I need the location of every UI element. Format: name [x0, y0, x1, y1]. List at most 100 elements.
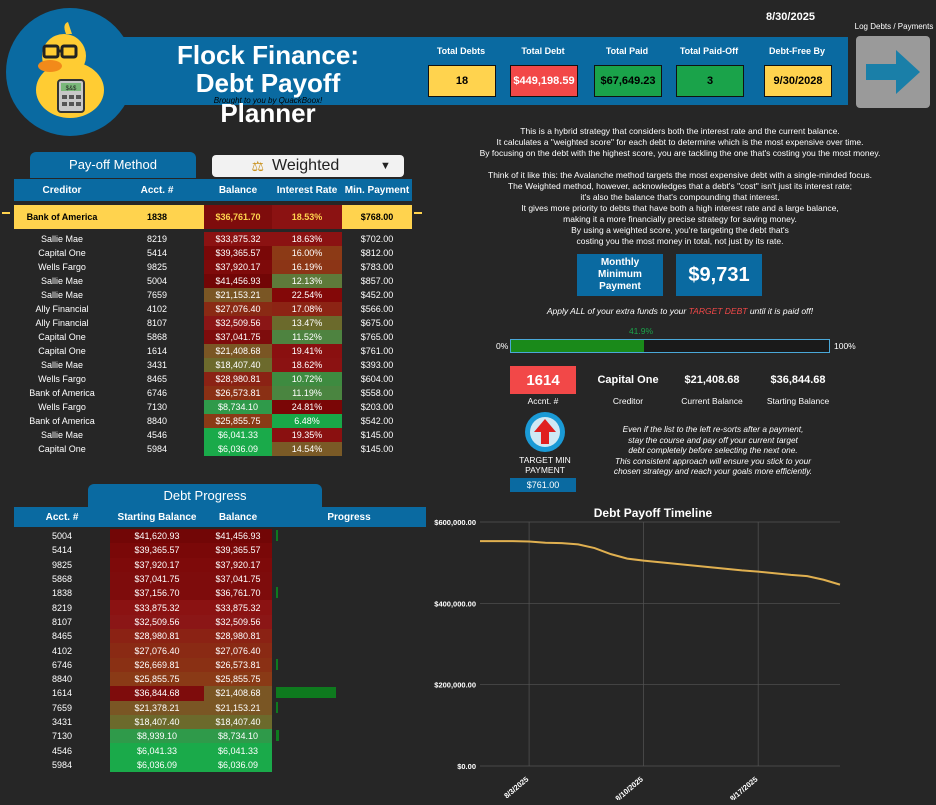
cell-dp-start: $39,365.57 [110, 543, 204, 558]
progress-bar-fill [511, 340, 645, 352]
payoff-table-header: Creditor Acct. # Balance Interest Rate M… [14, 179, 412, 201]
x-tick-label: 8/10/2025 [614, 775, 645, 800]
progress-fill [276, 730, 280, 742]
explanation-line: making it a more financially precise str… [563, 214, 797, 224]
target-current-balance: $21,408.68 [684, 374, 740, 386]
cell-acct: 6746 [146, 388, 168, 398]
cell-balance: $6,036.09 [204, 442, 272, 456]
cell-creditor: Wells Fargo [38, 374, 86, 384]
strategy-explanation-2: Think of it like this: the Avalanche met… [430, 170, 930, 247]
progress-row: 5868 $37,041.75 $37,041.75 [14, 571, 426, 587]
target-acct-label: Accnt. # [527, 396, 559, 406]
cell-rate: 22.54% [272, 288, 342, 302]
method-select[interactable]: ⚖ Weighted ▼ [212, 155, 404, 177]
cell-balance: $32,509.56 [204, 316, 272, 330]
cell-dp-balance: $33,875.32 [204, 600, 272, 615]
app-title-line2: Debt Payoff Planner [195, 68, 341, 128]
progress-row: 4546 $6,041.33 $6,041.33 [14, 743, 426, 758]
debt-row[interactable]: Capital One 5984 $6,036.09 14.54% $145.00 [14, 442, 412, 456]
apply-extra-funds-note: Apply ALL of your extra funds to your TA… [430, 306, 930, 316]
col-dp-progress: Progress [327, 511, 371, 523]
tab-debt-progress[interactable]: Debt Progress [88, 484, 322, 508]
y-tick-label: $400,000.00 [434, 599, 476, 608]
debt-row[interactable]: Capital One 1614 $21,408.68 19.41% $761.00 [14, 344, 412, 358]
cell-dp-start: $37,920.17 [110, 557, 204, 572]
debt-row[interactable]: Sallie Mae 3431 $18,407.40 18.62% $393.00 [14, 358, 412, 372]
target-debt-row[interactable]: Bank of America 1838 $36,761.70 18.53% $… [14, 205, 412, 229]
tab-payoff-method[interactable]: Pay-off Method [30, 152, 196, 178]
note-line: Even if the list to the left re-sorts af… [622, 424, 804, 434]
series-line [480, 540, 841, 586]
x-tick-label: 8/17/2025 [728, 775, 759, 800]
cell-min: $604.00 [360, 374, 394, 384]
target-current-label: Current Balance [681, 396, 743, 406]
cell-rate: 13.47% [272, 316, 342, 330]
cell-dp-acct: 4102 [51, 645, 73, 656]
progress-row: 1838 $37,156.70 $36,761.70 [14, 586, 426, 601]
cell-acct: 4102 [146, 304, 168, 314]
debt-row[interactable]: Sallie Mae 5004 $41,456.93 12.13% $857.00 [14, 274, 412, 288]
cell-dp-start: $37,156.70 [110, 586, 204, 601]
cell-dp-progress [272, 529, 426, 543]
kpi-label: Total Paid [605, 46, 649, 56]
cell-dp-balance: $28,980.81 [204, 629, 272, 644]
x-tick-label: 8/3/2025 [502, 775, 530, 800]
cell-dp-balance: $27,076.40 [204, 643, 272, 658]
debt-row[interactable]: Capital One 5414 $39,365.57 16.00% $812.00 [14, 246, 412, 260]
cell-dp-balance: $39,365.57 [204, 543, 272, 558]
debt-row[interactable]: Wells Fargo 8465 $28,980.81 10.72% $604.00 [14, 372, 412, 386]
cell-acct: 8219 [146, 234, 168, 244]
debt-row[interactable]: Sallie Mae 4546 $6,041.33 19.35% $145.00 [14, 428, 412, 442]
cell-dp-start: $33,875.32 [110, 600, 204, 615]
chevron-down-icon: ▼ [380, 160, 391, 172]
cell-rate: 18.63% [272, 232, 342, 246]
method-select-value: Weighted [272, 157, 340, 174]
debt-row[interactable]: Capital One 5868 $37,041.75 11.52% $765.00 [14, 330, 412, 344]
kpi-label: Total Debts [436, 46, 486, 56]
debt-row[interactable]: Bank of America 6746 $26,573.81 11.19% $558.… [14, 386, 412, 400]
log-debts-button[interactable] [856, 36, 930, 108]
monthly-min-label: Monthly Minimum Payment [577, 254, 663, 296]
apply-emph: TARGET DEBT [688, 306, 748, 316]
explanation-line: It calculates a "weighted score" for eac… [496, 137, 864, 147]
cell-dp-balance: $8,734.10 [204, 729, 272, 744]
explanation-line: By focusing on the debt with the highest… [479, 148, 881, 158]
col-dp-start: Starting Balance [117, 511, 197, 523]
scales-icon: ⚖ [251, 157, 264, 174]
cell-dp-balance: $18,407.40 [204, 714, 272, 730]
debt-row[interactable]: Ally Financial 8107 $32,509.56 13.47% $675.0… [14, 316, 412, 330]
cell-creditor: Sallie Mae [40, 360, 84, 370]
cell-balance: $28,980.81 [204, 372, 272, 386]
cell-dp-progress [272, 558, 426, 572]
cell-min: $558.00 [360, 388, 394, 398]
cell-dp-progress [272, 758, 426, 772]
cell-min: $542.00 [360, 416, 394, 426]
debt-row[interactable]: Wells Fargo 9825 $37,920.17 16.19% $783.00 [14, 260, 412, 274]
cell-dp-acct: 5414 [51, 545, 73, 556]
progress-row: 8219 $33,875.32 $33,875.32 [14, 600, 426, 615]
cell-dp-progress [272, 743, 426, 757]
cell-creditor: Sallie Mae [40, 430, 84, 440]
debt-row[interactable]: Sallie Mae 8219 $33,875.32 18.63% $702.00 [14, 232, 412, 246]
cell-creditor: Wells Fargo [38, 262, 86, 272]
cell-acct: 7130 [146, 402, 168, 412]
cell-acct: 5984 [146, 444, 168, 454]
cell-dp-progress [272, 672, 426, 686]
kpi-label: Debt-Free By [768, 46, 825, 56]
debt-row[interactable]: Bank of America 8840 $25,855.75 6.48% $542.0… [14, 414, 412, 428]
cell-creditor: Wells Fargo [38, 402, 86, 412]
cell-acct: 3431 [146, 360, 168, 370]
cell-min: $566.00 [360, 304, 394, 314]
col-min: Min. Payment [344, 184, 410, 196]
progress-row: 4102 $27,076.40 $27,076.40 [14, 643, 426, 658]
debt-progress-table: Acct. # Starting Balance Balance Progres… [14, 507, 426, 773]
cell-min: $783.00 [360, 262, 394, 272]
cell-acct: 5004 [146, 276, 168, 286]
debt-row[interactable]: Ally Financial 4102 $27,076.40 17.08% $566.0… [14, 302, 412, 316]
debt-row[interactable]: Wells Fargo 7130 $8,734.10 24.81% $203.00 [14, 400, 412, 414]
cell-min: $393.00 [360, 360, 394, 370]
debt-row[interactable]: Sallie Mae 7659 $21,153.21 22.54% $452.00 [14, 288, 412, 302]
cell-balance: $27,076.40 [204, 302, 272, 316]
progress-row: 9825 $37,920.17 $37,920.17 [14, 557, 426, 572]
cell-dp-balance: $6,041.33 [204, 743, 272, 758]
